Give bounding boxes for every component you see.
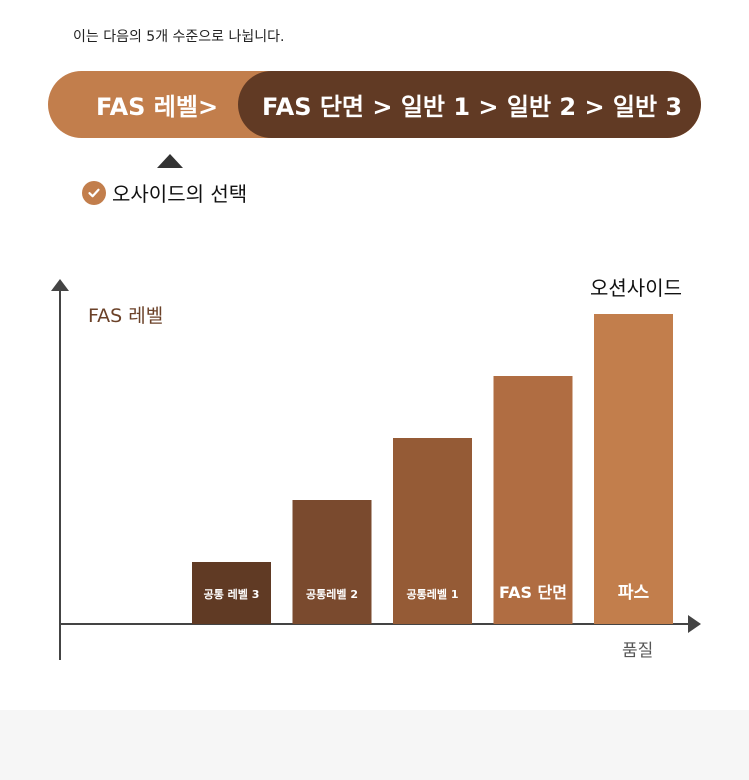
level-bar-right-label: FAS 단면 > 일반 1 > 일반 2 > 일반 3 [262, 93, 683, 121]
top-bar-annotation: 오션사이드 [590, 276, 682, 300]
bar-2 [292, 500, 372, 624]
bar-label-4: FAS 단면 [499, 583, 567, 602]
level-bar-left-label: FAS 레벨> [95, 93, 219, 121]
check-circle-icon [82, 180, 106, 205]
pointer-up-icon [157, 154, 183, 168]
bar-label-5: 파스 [618, 583, 650, 603]
bar-label-1: 공통 레벨 3 [204, 587, 260, 601]
x-axis-arrow-icon [688, 615, 701, 633]
y-axis-label: FAS 레벨 [88, 305, 163, 327]
bottom-band [0, 710, 749, 780]
bar-label-3: 공통레벨 1 [407, 587, 459, 601]
choice-note: 오사이드의 선택 [82, 178, 247, 207]
intro-text: 이는 다음의 5개 수준으로 나뉩니다. [73, 29, 285, 45]
fas-level-chart: FAS 레벨 품질 오션사이드 공통 레벨 3 공통레벨 2 공통레벨 1 FAS 단… [51, 276, 701, 661]
choice-label: 오사이드의 선택 [112, 182, 248, 206]
bar-4 [493, 376, 573, 624]
bar-5 [594, 314, 673, 624]
x-axis-label: 품질 [622, 641, 653, 661]
level-bar-right: FAS 단면 > 일반 1 > 일반 2 > 일반 3 [238, 71, 701, 138]
bar-1 [192, 562, 271, 624]
y-axis-arrow-icon [51, 279, 69, 291]
bar-3 [393, 438, 472, 624]
bar-label-2: 공통레벨 2 [306, 587, 358, 601]
level-bar: FAS 레벨> FAS 단면 > 일반 1 > 일반 2 > 일반 3 [48, 71, 701, 138]
level-bar-left: FAS 레벨> [48, 71, 248, 138]
